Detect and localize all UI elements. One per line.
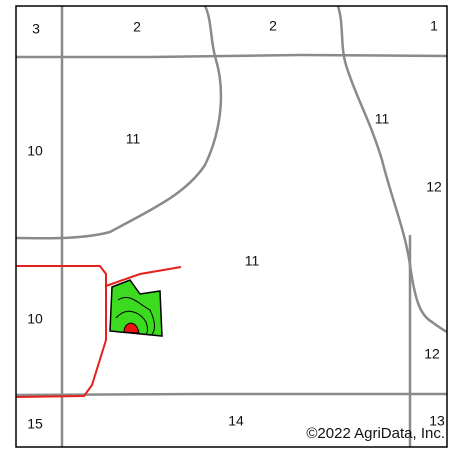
soil-zone xyxy=(109,279,163,337)
section-label: 14 xyxy=(228,413,244,429)
contour xyxy=(117,296,155,335)
creek xyxy=(15,5,223,240)
section-label: 13 xyxy=(429,413,445,429)
section-labels: 3 2 2 1 10 11 11 12 11 10 12 15 14 13 xyxy=(27,18,445,432)
creek xyxy=(336,5,448,334)
section-label: 11 xyxy=(126,131,141,147)
boundary-line xyxy=(105,266,182,287)
copyright: ©2022 AgriData, Inc. xyxy=(306,425,445,442)
section-label: 12 xyxy=(424,346,440,362)
section-label: 10 xyxy=(27,143,43,159)
zone-red xyxy=(123,322,140,334)
section-label: 11 xyxy=(375,111,390,127)
contour xyxy=(115,310,148,335)
section-label: 2 xyxy=(133,19,141,35)
roads xyxy=(15,5,448,447)
section-label: 11 xyxy=(245,253,260,269)
section-label: 12 xyxy=(426,179,442,195)
section-label: 2 xyxy=(269,18,277,34)
section-label: 1 xyxy=(430,18,438,34)
boundary-line xyxy=(15,265,107,398)
field-boundary xyxy=(15,265,182,398)
frame xyxy=(15,5,448,448)
section-label: 3 xyxy=(32,21,40,37)
section-label: 10 xyxy=(27,311,43,327)
section-label: 15 xyxy=(27,416,43,432)
zone-green xyxy=(109,279,163,337)
road xyxy=(15,392,447,397)
road xyxy=(16,53,448,59)
